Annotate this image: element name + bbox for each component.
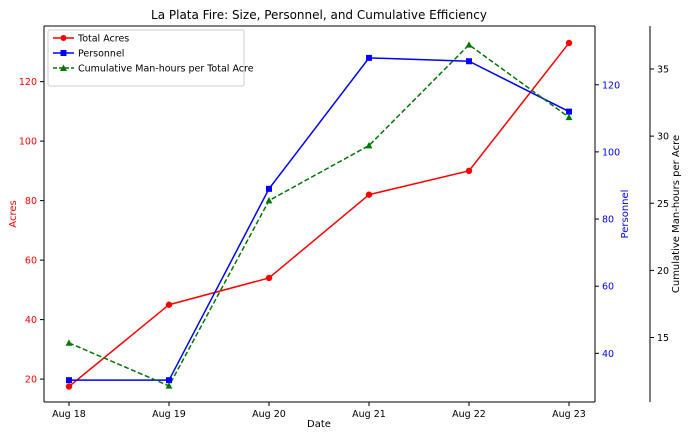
x-tick-label-aug-23: Aug 23 [552,409,586,420]
plot-area [43,25,651,403]
efficiency-tick-label-35: 35 [657,64,669,75]
acres-tick-label-80: 80 [25,196,37,207]
personnel-tick-label-100: 100 [602,147,620,158]
series-line-total-acres [68,42,570,388]
personnel-tick-label-120: 120 [602,80,620,91]
efficiency-tick-label-25: 25 [657,199,669,210]
x-tick-label-aug-19: Aug 19 [152,409,186,420]
series-line-personnel [69,57,570,381]
efficiency-tick-label-20: 20 [657,266,669,277]
series-markers [65,39,573,390]
efficiency-tick-label-30: 30 [657,132,669,143]
legend-marker-total-acres [60,35,67,41]
point-personnel-aug-19 [166,377,172,384]
point-cumulative-man-hours-per-total-acre-aug-20 [265,196,273,204]
legend-marker-personnel [60,50,67,56]
series-lines [68,42,570,388]
acres-tick-label-60: 60 [25,256,37,267]
legend-box [47,29,245,87]
x-tick-label-aug-21: Aug 21 [352,409,386,420]
point-personnel-aug-21 [366,54,372,61]
point-cumulative-man-hours-per-total-acre-aug-22 [465,41,473,48]
legend-label-total-acres: Total Acres [77,34,129,45]
chart-title: La Plata Fire: Size, Personnel, and Cumu… [151,8,487,22]
point-cumulative-man-hours-per-total-acre-aug-21 [365,141,373,149]
legend-label-personnel: Personnel [78,49,124,60]
point-cumulative-man-hours-per-total-acre-aug-19 [165,382,173,389]
legend: Total Acres Personnel Cumulative Man-hou… [47,29,254,87]
personnel-tick-label-60: 60 [602,282,614,293]
personnel-tick-label-80: 80 [602,215,614,226]
x-tick-label-aug-20: Aug 20 [252,409,286,420]
point-total-acres-aug-20 [265,274,273,282]
personnel-tick-label-40: 40 [602,349,614,360]
point-cumulative-man-hours-per-total-acre-aug-23 [565,113,573,121]
acres-axis-title: Acres [8,200,19,227]
acres-tick-label-120: 120 [19,77,37,88]
efficiency-tick-label-15: 15 [657,333,669,344]
personnel-axis-title: Personnel [620,190,631,239]
x-tick-label-aug-18: Aug 18 [52,409,86,420]
point-personnel-aug-23 [566,108,572,115]
legend-marker-efficiency [60,64,67,71]
point-total-acres-aug-21 [365,191,373,198]
legend-label-efficiency: Cumulative Man-hours per Total Acre [78,64,254,75]
point-total-acres-aug-23 [565,39,573,47]
acres-tick-label-100: 100 [19,137,37,148]
x-tick-label-aug-22: Aug 22 [452,409,486,420]
acres-tick-label-40: 40 [25,315,37,326]
axis-ticks: Aug 18 Aug 19 Aug 20 Aug 21 Aug 22 Aug 23 20 40… [19,64,669,420]
point-cumulative-man-hours-per-total-acre-aug-18 [65,339,73,346]
point-personnel-aug-20 [266,185,272,192]
point-total-acres-aug-18 [65,383,73,390]
point-total-acres-aug-22 [465,167,473,175]
x-axis-title: Date [307,419,331,430]
point-personnel-aug-22 [466,58,472,65]
point-total-acres-aug-19 [165,301,173,308]
point-personnel-aug-18 [66,377,72,384]
efficiency-axis-title: Cumulative Man-hours per Acre [671,135,682,293]
series-line-cumulative-man-hours-per-total-acre [68,43,570,387]
acres-tick-label-20: 20 [25,375,37,386]
